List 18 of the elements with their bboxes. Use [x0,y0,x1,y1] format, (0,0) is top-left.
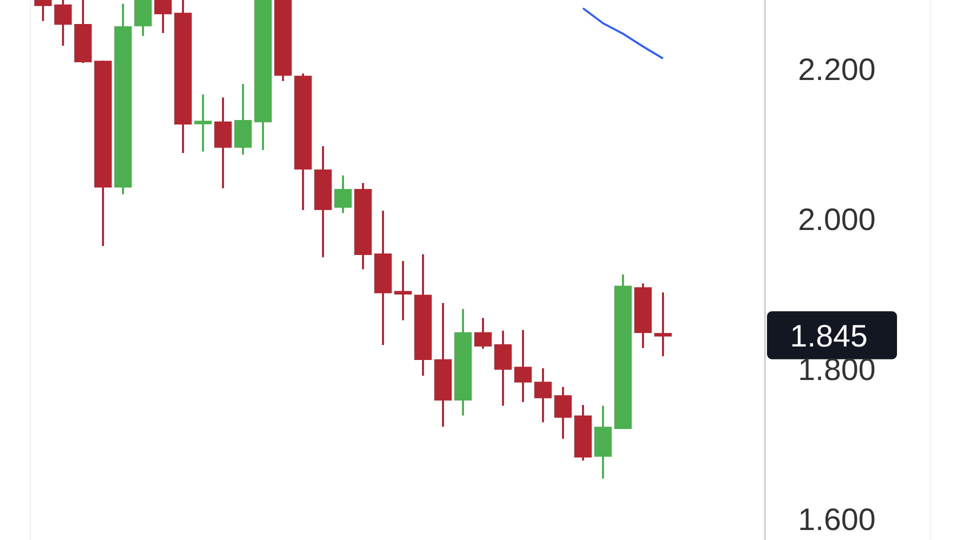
candlestick [654,292,672,358]
candlestick [334,174,352,214]
candlestick [154,0,172,34]
y-tick-label: 2.000 [798,202,876,237]
candlestick [34,0,52,22]
y-tick-label: 1.800 [798,352,876,387]
candlestick [54,0,72,47]
candlestick [534,367,552,424]
candlestick [474,317,492,350]
line-series [582,7,664,60]
text: 1.845 [790,318,868,354]
candlestick [394,260,412,322]
candlestick [514,329,532,403]
y-tick-label: 1.600 [798,502,876,537]
y-tick-label: 2.200 [798,52,876,87]
candlestick [194,94,212,152]
candlestick [494,330,512,407]
candlestick [554,386,572,440]
